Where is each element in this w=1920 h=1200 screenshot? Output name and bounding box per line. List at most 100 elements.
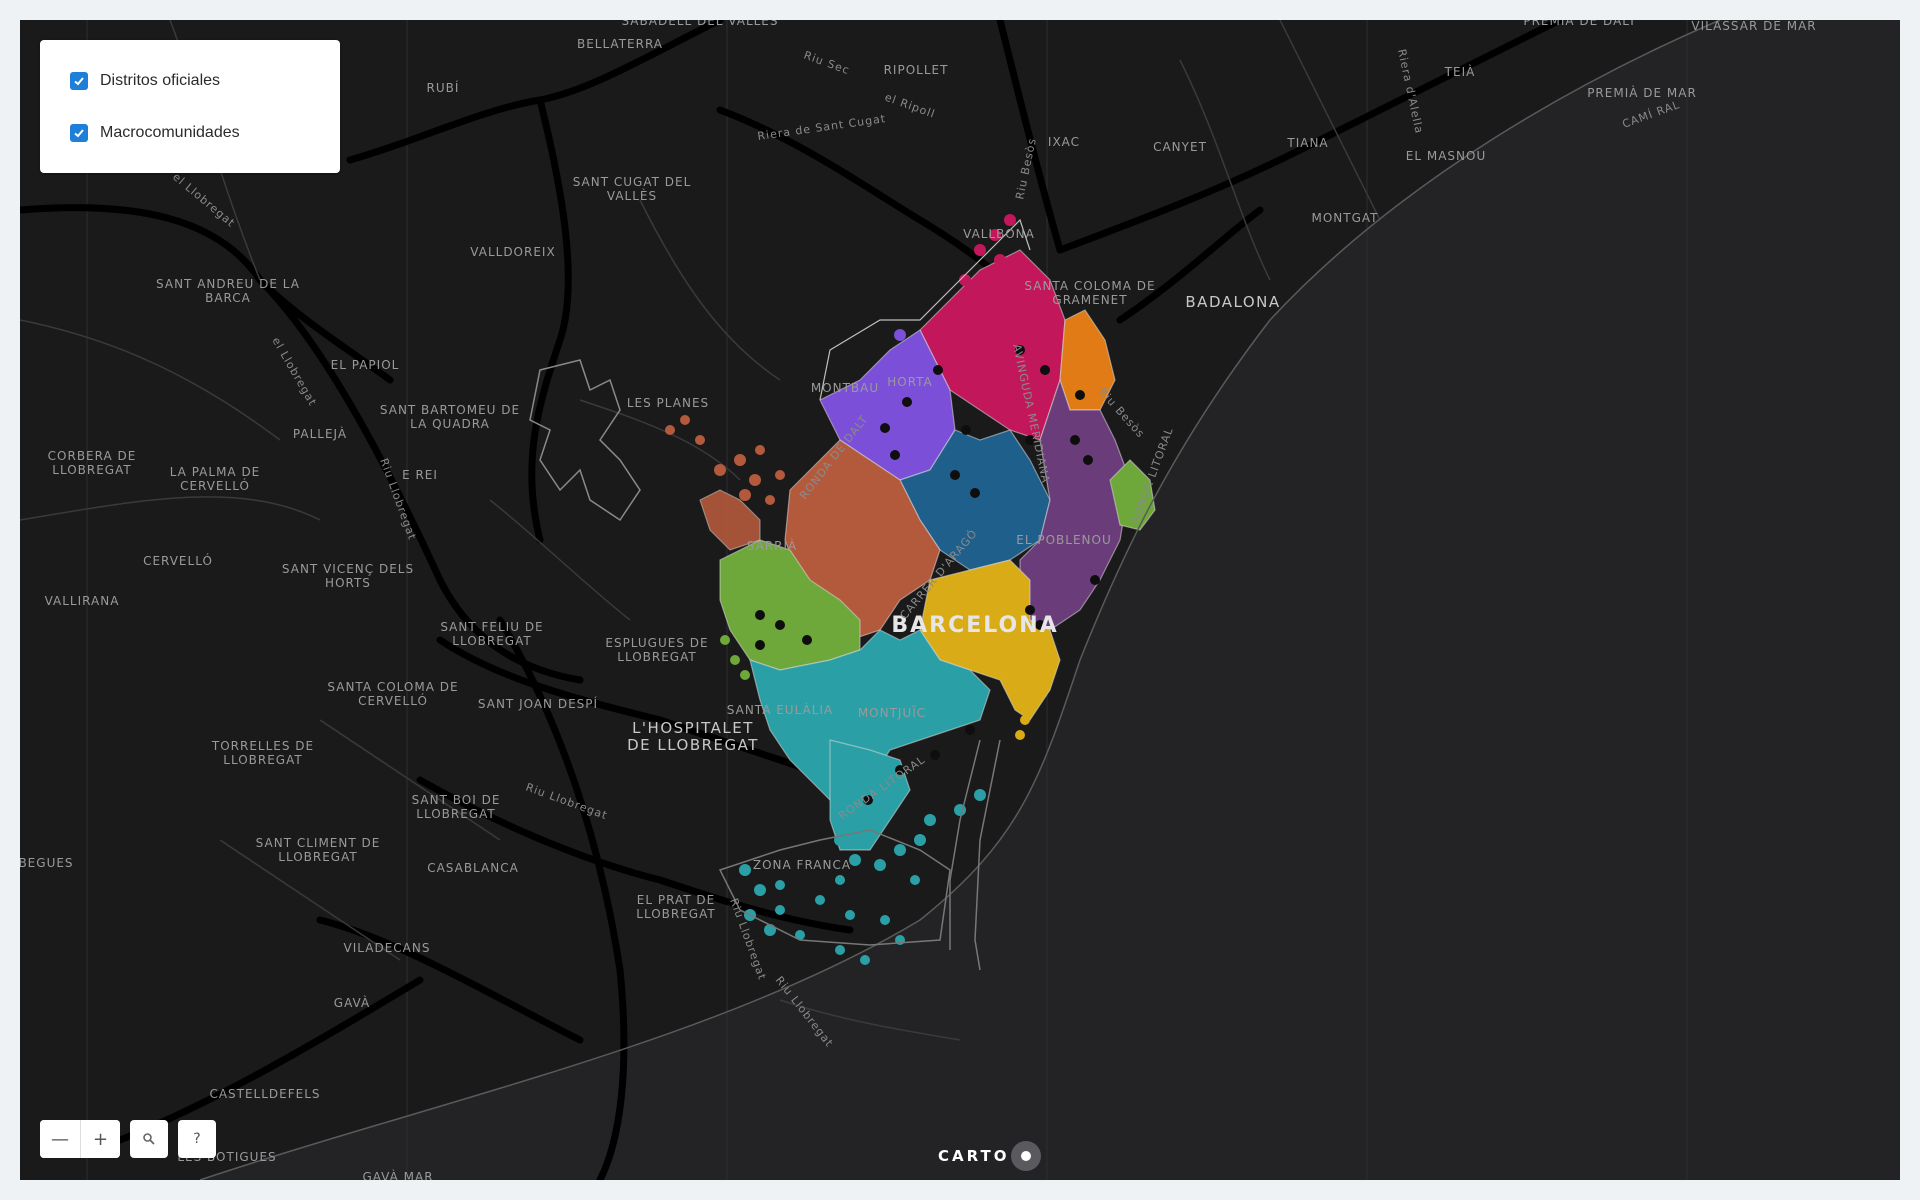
layers-panel: Distritos oficiales Macrocomunidades bbox=[40, 40, 340, 173]
road-label-el-ripoll: el Ripoll bbox=[883, 91, 937, 121]
label-sant-andreu-barca-2: BARCA bbox=[205, 291, 251, 305]
label-bellaterra: BELLATERRA bbox=[577, 37, 663, 51]
district-sant-marti[interactable] bbox=[1019, 378, 1131, 631]
label-santa-eulalia: SANTA EULÀLIA bbox=[727, 702, 833, 717]
district-sants-montjuic[interactable] bbox=[749, 629, 991, 811]
label-gava: GAVÀ bbox=[334, 995, 370, 1010]
label-sant-vicenc-1: SANT VICENÇ DELS bbox=[282, 562, 414, 576]
district-sants-south[interactable] bbox=[829, 739, 911, 851]
label-santa-coloma-gramenet-1: SANTA COLOMA DE bbox=[1024, 279, 1155, 293]
layer-label-macrocomunidades: Macrocomunidades bbox=[100, 124, 240, 141]
district-overlay[interactable] bbox=[699, 249, 1156, 851]
label-canyet: CANYET bbox=[1153, 140, 1207, 154]
label-sant-cugat-1: SANT CUGAT DEL bbox=[573, 175, 692, 189]
label-ripollet: RIPOLLET bbox=[884, 63, 949, 77]
label-sant-bartomeu-1: SANT BARTOMEU DE bbox=[380, 403, 520, 417]
macrocomunidad-hexes bbox=[665, 214, 1145, 965]
zoom-in-button[interactable]: + bbox=[80, 1120, 120, 1158]
label-montjuic: MONTJUÏC bbox=[858, 705, 926, 720]
label-vallbona: VALLBONA bbox=[963, 227, 1035, 241]
label-sant-climent-2: LLOBREGAT bbox=[278, 850, 357, 864]
label-torrelles-1: TORRELLES DE bbox=[211, 739, 314, 753]
label-palleja: PALLEJÀ bbox=[293, 426, 347, 441]
label-badalona: BADALONA bbox=[1185, 293, 1280, 311]
layer-label-distritos: Distritos oficiales bbox=[100, 72, 221, 89]
basemap[interactable]: SABADELL DEL VALLÈS BELLATERRA RUBÍ RIPO… bbox=[20, 20, 1900, 1180]
label-rubi: RUBÍ bbox=[427, 80, 460, 95]
carto-logo-icon bbox=[1011, 1141, 1042, 1171]
label-vilassar: VILASSAR DE MAR bbox=[1691, 20, 1816, 33]
map-controls: — + ? bbox=[40, 1120, 216, 1158]
label-sant-andreu-barca-1: SANT ANDREU DE LA bbox=[156, 277, 300, 291]
port-piers bbox=[718, 739, 1001, 971]
sea bbox=[200, 20, 1900, 1180]
label-begues: BEGUES bbox=[20, 856, 74, 870]
label-premia-mar: PREMIÀ DE MAR bbox=[1587, 85, 1697, 100]
label-tiana: TIANA bbox=[1286, 136, 1328, 150]
label-santa-coloma-gramenet-2: GRAMENET bbox=[1052, 293, 1127, 307]
district-sant-marti-east[interactable] bbox=[1109, 459, 1156, 531]
label-esplugues-1: ESPLUGUES DE bbox=[605, 636, 708, 650]
layer-toggle-macrocomunidades[interactable]: Macrocomunidades bbox=[70, 124, 240, 142]
layer-toggle-distritos[interactable]: Distritos oficiales bbox=[70, 72, 220, 90]
label-horta: HORTA bbox=[887, 375, 933, 389]
label-masnou: EL MASNOU bbox=[1406, 149, 1486, 163]
label-castelldefels: CASTELLDEFELS bbox=[209, 1087, 320, 1101]
label-rei: E REI bbox=[402, 468, 438, 482]
label-montgat: MONTGAT bbox=[1311, 211, 1378, 225]
zoom-out-button[interactable]: — bbox=[40, 1120, 80, 1158]
label-sant-bartomeu-2: LA QUADRA bbox=[410, 417, 490, 431]
label-les-planes: LES PLANES bbox=[627, 396, 709, 410]
map-canvas[interactable]: SABADELL DEL VALLÈS BELLATERRA RUBÍ RIPO… bbox=[20, 20, 1900, 1180]
road-label-riera-sant-cugat: Riera de Sant Cugat bbox=[757, 112, 887, 143]
zoom-control: — + bbox=[40, 1120, 120, 1158]
checkmark-icon bbox=[74, 129, 84, 138]
search-button[interactable] bbox=[130, 1120, 168, 1158]
label-casablanca: CASABLANCA bbox=[427, 861, 519, 875]
label-zona-franca: ZONA FRANCA bbox=[753, 858, 851, 872]
label-sabadell: SABADELL DEL VALLÈS bbox=[621, 20, 778, 28]
label-cervello: CERVELLÓ bbox=[143, 553, 213, 568]
label-sarria: SARRIÀ bbox=[747, 538, 797, 553]
label-torrelles-2: LLOBREGAT bbox=[223, 753, 302, 767]
label-hospitalet-1: L'HOSPITALET bbox=[632, 719, 754, 737]
label-sant-boi-1: SANT BOI DE bbox=[412, 793, 501, 807]
label-montbau: MONTBAU bbox=[811, 381, 879, 395]
empty-hexes bbox=[755, 345, 1100, 805]
label-hospitalet-2: DE LLOBREGAT bbox=[627, 736, 759, 754]
label-la-palma-1: LA PALMA DE bbox=[170, 465, 261, 479]
label-valldoreix: VALLDOREIX bbox=[470, 245, 555, 259]
help-button[interactable]: ? bbox=[178, 1120, 216, 1158]
label-el-prat-1: EL PRAT DE bbox=[637, 893, 715, 907]
label-la-palma-2: CERVELLÓ bbox=[180, 478, 250, 493]
checkmark-icon bbox=[74, 77, 84, 86]
label-santa-coloma-cervello-2: CERVELLÓ bbox=[358, 693, 428, 708]
carto-attribution[interactable]: CARTO bbox=[938, 1141, 1042, 1171]
label-sant-boi-2: LLOBREGAT bbox=[416, 807, 495, 821]
label-corbera-1: CORBERA DE bbox=[48, 449, 137, 463]
label-gava-mar: GAVÀ MAR bbox=[362, 1169, 433, 1180]
label-el-papiol: EL PAPIOL bbox=[331, 358, 400, 372]
label-sant-joan-despi: SANT JOAN DESPÍ bbox=[478, 696, 598, 711]
search-icon bbox=[143, 1133, 155, 1145]
checkbox-distritos[interactable] bbox=[70, 72, 88, 90]
label-esplugues-2: LLOBREGAT bbox=[617, 650, 696, 664]
label-sant-feliu-1: SANT FELIU DE bbox=[440, 620, 543, 634]
highways bbox=[20, 20, 1564, 1180]
label-barcelona: BARCELONA bbox=[891, 613, 1058, 638]
place-labels: SABADELL DEL VALLÈS BELLATERRA RUBÍ RIPO… bbox=[20, 20, 1816, 1180]
label-sant-climent-1: SANT CLIMENT DE bbox=[256, 836, 381, 850]
label-el-prat-2: LLOBREGAT bbox=[636, 907, 715, 921]
checkbox-macrocomunidades[interactable] bbox=[70, 124, 88, 142]
road-label-riu-sec: Riu Sec bbox=[802, 49, 852, 78]
collserola-outline bbox=[529, 359, 641, 522]
label-teia: TEIÀ bbox=[1444, 64, 1476, 79]
label-ixac: IXAC bbox=[1048, 135, 1080, 149]
label-santa-coloma-cervello-1: SANTA COLOMA DE bbox=[327, 680, 458, 694]
label-viladecans: VILADECANS bbox=[344, 941, 431, 955]
label-premia-dalt: PREMIÀ DE DALT bbox=[1523, 20, 1636, 28]
label-corbera-2: LLOBREGAT bbox=[52, 463, 131, 477]
district-collserola-west[interactable] bbox=[699, 489, 761, 551]
label-sant-cugat-2: VALLÈS bbox=[607, 188, 657, 203]
district-outline-north bbox=[819, 218, 1031, 401]
